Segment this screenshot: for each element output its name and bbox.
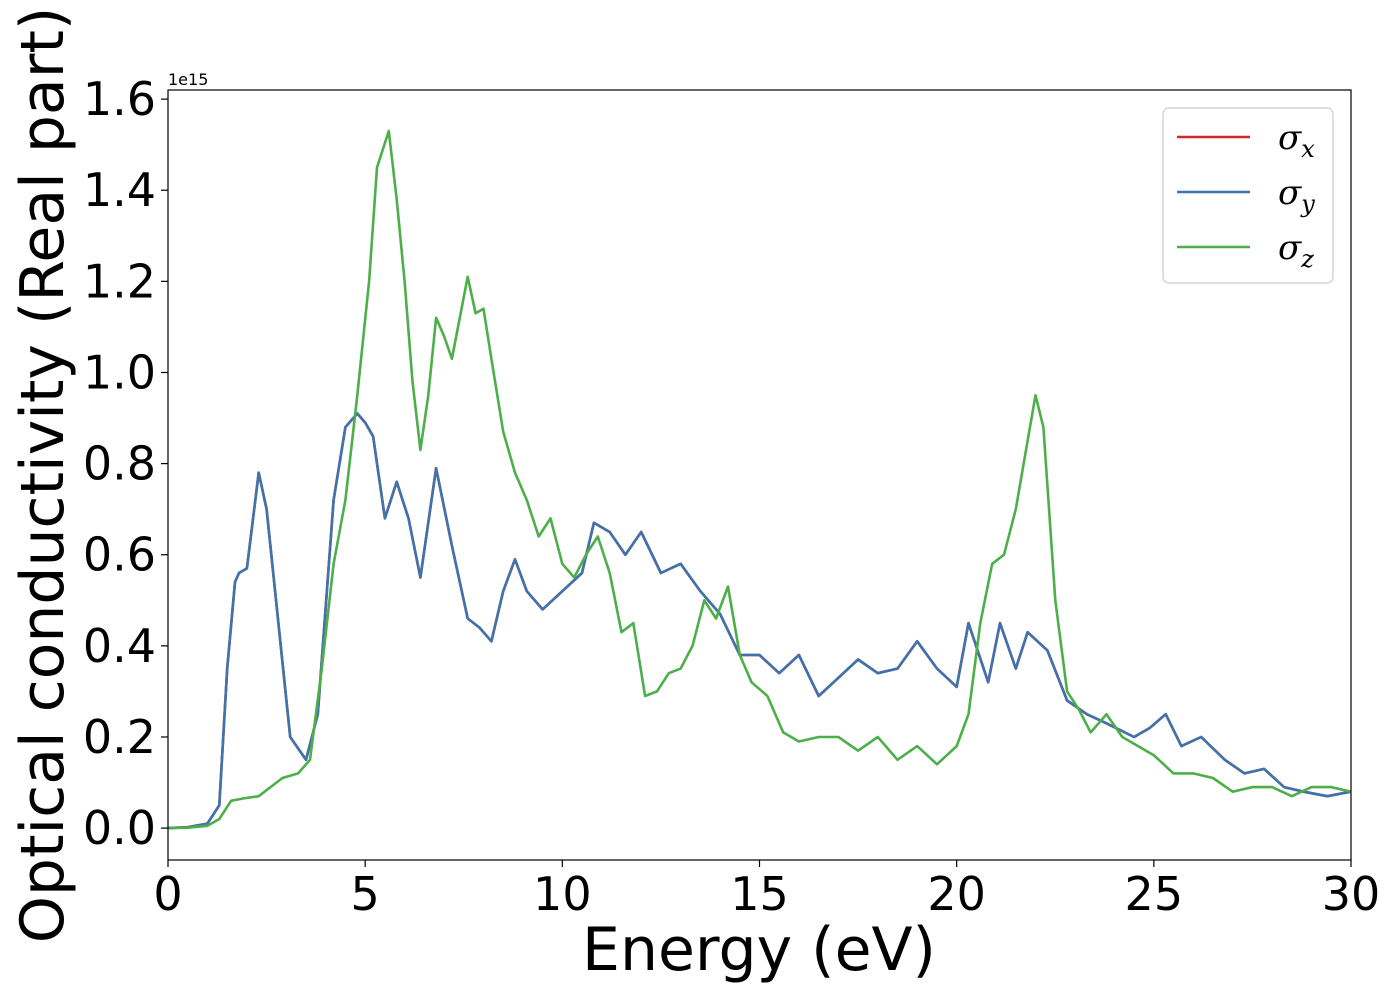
x-tick-label: 15: [730, 867, 789, 921]
y-axis: 0.0 0.2 0.4 0.6 0.8 1.0 1.2 1.4 1.6: [83, 72, 168, 855]
legend-box: [1162, 107, 1334, 284]
x-axis: 0 5 10 15 20 25 30: [153, 860, 1380, 921]
y-tick-label: 0.4: [83, 619, 156, 673]
x-tick-label: 5: [351, 867, 380, 921]
y-tick-label: 1.4: [83, 163, 156, 217]
x-tick-label: 25: [1125, 867, 1184, 921]
series-layer: [168, 129, 1351, 830]
series-line-z: [168, 129, 1351, 830]
y-tick-label: 0.8: [83, 437, 156, 491]
y-tick-label: 0.0: [83, 801, 156, 855]
y-tick-label: 0.6: [83, 528, 156, 582]
y-axis-label: Optical conductivity (Real part): [8, 7, 78, 944]
y-offset-label: 1e15: [168, 70, 208, 89]
x-tick-label: 30: [1322, 867, 1381, 921]
y-tick-label: 1.2: [83, 254, 156, 308]
y-tick-label: 0.2: [83, 710, 156, 764]
x-tick-label: 0: [153, 867, 182, 921]
y-tick-label: 1.0: [83, 345, 156, 399]
plot-area: [167, 89, 1352, 861]
y-tick-label: 1.6: [83, 72, 156, 126]
x-tick-label: 20: [927, 867, 986, 921]
x-axis-label: Energy (eV): [582, 915, 936, 985]
x-tick-label: 10: [533, 867, 592, 921]
